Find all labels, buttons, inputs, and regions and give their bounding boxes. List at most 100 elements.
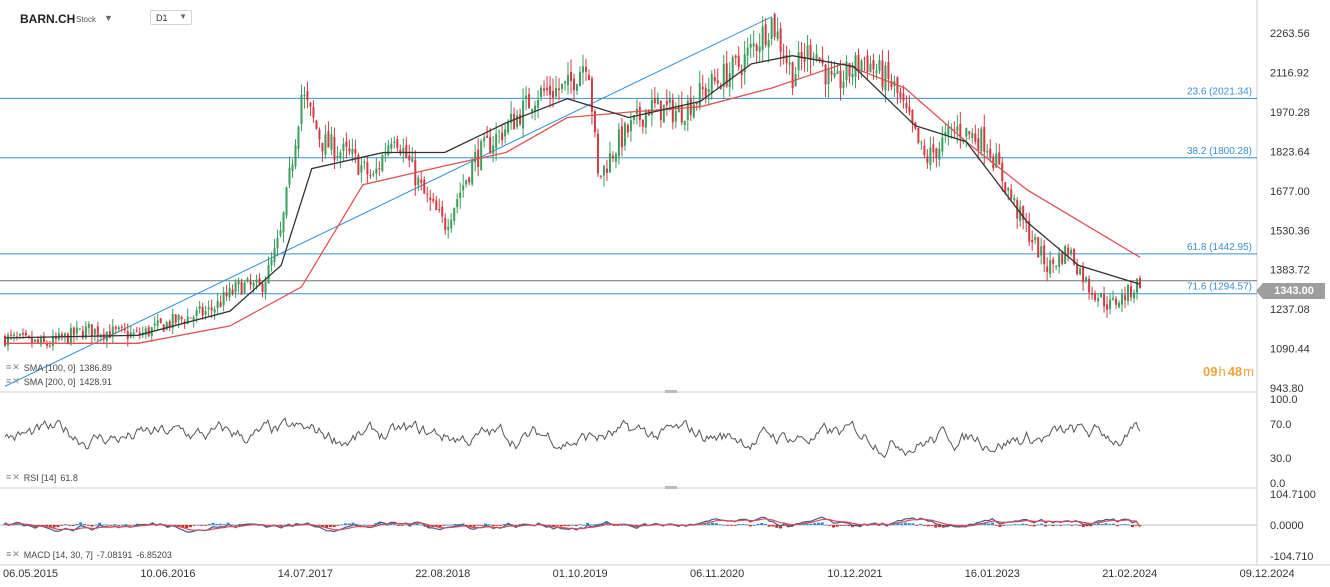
candle-body (752, 43, 755, 47)
candle-body (737, 55, 740, 68)
candle-body (845, 61, 848, 81)
macd-histogram-bar (1066, 524, 1070, 526)
candle-body (480, 141, 483, 171)
candle-body (570, 72, 573, 81)
candle-body (971, 133, 974, 139)
candle-body (620, 126, 623, 148)
candle-body (800, 51, 803, 59)
macd-histogram-bar (480, 525, 484, 526)
candle-body (228, 287, 231, 298)
macd-histogram-bar (82, 523, 86, 525)
candle-body (270, 259, 273, 266)
candle-body (749, 43, 752, 48)
candle-body (605, 168, 608, 173)
y-tick-label: 1677.00 (1270, 186, 1310, 198)
candle-body (135, 330, 138, 332)
candle-body (246, 278, 249, 282)
macd-histogram-bar (336, 525, 340, 526)
macd-histogram-bar (707, 523, 711, 525)
candle-body (417, 177, 420, 186)
candle-body (599, 175, 602, 177)
macd-histogram-bar (1032, 525, 1036, 527)
candle-body (201, 306, 204, 316)
candle-body (258, 278, 261, 285)
chevron-down-icon[interactable]: ▼ (104, 13, 113, 23)
macd-histogram-bar (616, 525, 620, 526)
macd-histogram-bar (809, 523, 813, 525)
candle-body (704, 88, 707, 97)
candle-body (300, 94, 303, 125)
candle-body (626, 125, 629, 133)
candle-body (1091, 292, 1094, 295)
candle-body (650, 100, 653, 116)
candle-body (689, 97, 692, 116)
macd-histogram-bar (620, 524, 624, 526)
candle-body (1082, 266, 1085, 283)
candle-body (396, 139, 399, 148)
candle-body (1076, 264, 1079, 274)
candle-body (890, 80, 893, 88)
macd-histogram-bar (718, 524, 722, 526)
candle-body (905, 103, 908, 109)
candle-body (662, 104, 665, 123)
indicator-menu-icon[interactable]: ≡✕ (6, 376, 21, 386)
candle-body (788, 62, 791, 65)
candle-body (156, 320, 159, 326)
candle-body (899, 91, 902, 98)
x-tick-label: 06.05.2015 (3, 568, 58, 580)
candle-body (920, 142, 923, 144)
candle-body (947, 126, 950, 135)
candle-body (842, 81, 845, 89)
macd-histogram-bar (741, 524, 745, 525)
legend-label: RSI [14] (23, 472, 57, 483)
indicator-menu-icon[interactable]: ≡✕ (6, 472, 21, 482)
symbol-label[interactable]: BARN.CH (20, 12, 76, 26)
macd-histogram-bar (181, 525, 185, 528)
candle-body (887, 61, 890, 79)
macd-histogram-bar (1017, 524, 1021, 526)
timeframe-select[interactable]: D1 ▼ (150, 10, 192, 25)
candle-body (216, 300, 219, 308)
indicator-menu-icon[interactable]: ≡✕ (6, 549, 21, 559)
macd-histogram-bar (328, 525, 332, 527)
candle-body (402, 147, 405, 153)
candle-body (719, 85, 722, 89)
candle-body (144, 328, 147, 335)
candle-body (1136, 278, 1139, 293)
fib-level-label: 71.6 (1294.57) (1187, 282, 1252, 293)
candle-body (282, 212, 285, 233)
candle-body (9, 334, 12, 336)
candle-body (1100, 292, 1103, 297)
candle-body (465, 180, 468, 185)
macd-histogram-bar (79, 522, 83, 525)
macd-histogram-bar (499, 525, 503, 526)
sma100-line (4, 55, 1141, 339)
candle-body (692, 104, 695, 118)
candle-body (590, 78, 593, 112)
indicator-menu-icon[interactable]: ≡✕ (6, 362, 21, 372)
candle-body (653, 98, 656, 104)
candle-body (123, 328, 126, 331)
candle-body (986, 150, 989, 153)
macd-histogram-bar (1077, 525, 1081, 526)
macd-histogram-bar (41, 525, 45, 526)
macd-histogram-bar (132, 524, 136, 526)
macd-histogram-bar (1138, 525, 1142, 526)
macd-histogram-bar (1108, 524, 1112, 525)
y-tick-label: 1970.28 (1270, 107, 1310, 119)
macd-histogram-bar (94, 524, 98, 526)
legend-value: -6.85203 (136, 549, 172, 560)
macd-histogram-bar (559, 525, 563, 527)
macd-histogram-bar (850, 525, 854, 528)
candle-body (240, 282, 243, 295)
candle-body (1118, 302, 1121, 307)
macd-histogram-bar (415, 523, 419, 525)
macd-histogram-bar (763, 523, 767, 525)
candle-body (911, 110, 914, 124)
candle-body (596, 133, 599, 174)
x-tick-label: 01.10.2019 (553, 568, 608, 580)
macd-histogram-bar (60, 525, 64, 526)
candle-body (24, 332, 27, 336)
macd-histogram-bar (260, 524, 264, 526)
